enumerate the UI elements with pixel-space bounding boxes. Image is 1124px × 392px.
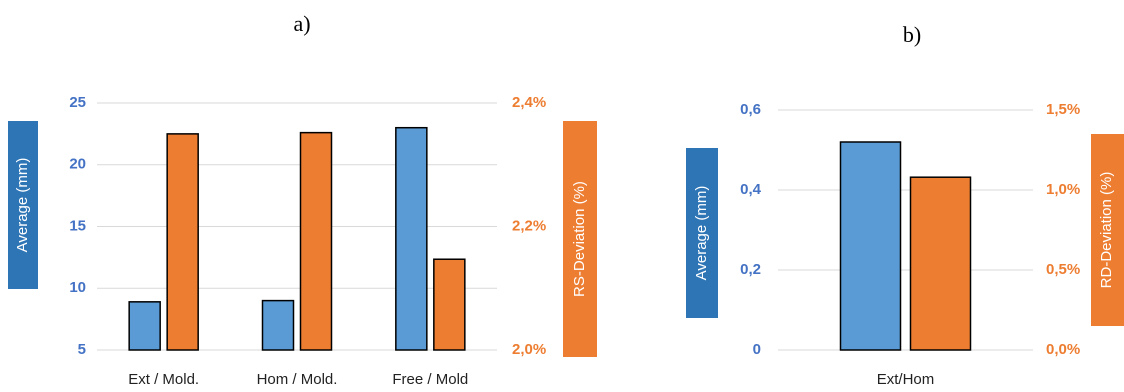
left-axis-tick-label: 0,4 <box>740 181 762 198</box>
category-label: Hom / Mold. <box>257 371 338 388</box>
panel-a-right-axis-title-box <box>563 121 597 357</box>
panel-b-left-axis-title-box <box>686 148 718 318</box>
panel-b-label: b) <box>903 22 921 47</box>
panel-a-right-axis-title: RS-Deviation (%) <box>571 181 588 297</box>
bar-deviation <box>909 176 972 351</box>
bar-deviation <box>433 258 466 351</box>
left-axis-tick-label: 10 <box>69 279 86 296</box>
panel-b-left-axis-title: Average (mm) <box>693 186 710 281</box>
bar-average <box>839 141 902 351</box>
panel-b-right-axis-title-box <box>1091 134 1124 326</box>
panel-a-left-axis-title: Average (mm) <box>14 158 31 253</box>
right-axis-tick-label: 2,0% <box>512 341 546 358</box>
panel-b-chart: b) 0 0,2 0,4 0,6 0,0% 0,5% 1,0% 1,5% Ext/Hom A… <box>686 22 1124 388</box>
left-axis-tick-label: 25 <box>69 94 86 111</box>
left-axis-tick-label: 20 <box>69 156 86 173</box>
left-axis-tick-label: 0 <box>753 341 761 358</box>
category-label: Ext / Mold. <box>128 371 199 388</box>
right-axis-tick-label: 1,0% <box>1046 181 1080 198</box>
panel-a-chart: a) 5 10 15 20 25 2,0% 2,2% 2,4% Ext / Mold. Hom… <box>8 11 597 388</box>
bar-average <box>261 299 295 351</box>
panel-a-label: a) <box>293 11 310 36</box>
right-axis-tick-label: 1,5% <box>1046 101 1080 118</box>
bar-average <box>128 301 161 351</box>
right-axis-tick-label: 2,2% <box>512 217 546 234</box>
right-axis-tick-label: 0,0% <box>1046 341 1080 358</box>
left-axis-tick-label: 0,2 <box>740 261 761 278</box>
right-axis-tick-label: 0,5% <box>1046 261 1080 278</box>
left-axis-tick-label: 5 <box>78 341 86 358</box>
bar-deviation <box>166 133 199 351</box>
left-axis-tick-label: 15 <box>69 217 86 234</box>
right-axis-tick-label: 2,4% <box>512 94 546 111</box>
left-axis-tick-label: 0,6 <box>740 101 761 118</box>
bar-deviation <box>299 131 333 351</box>
panel-a-left-axis-title-box <box>8 121 38 289</box>
panel-b-right-axis-title: RD-Deviation (%) <box>1098 172 1115 289</box>
category-label: Free / Mold <box>392 371 468 388</box>
category-label: Ext/Hom <box>877 371 935 388</box>
bar-average <box>395 126 428 351</box>
